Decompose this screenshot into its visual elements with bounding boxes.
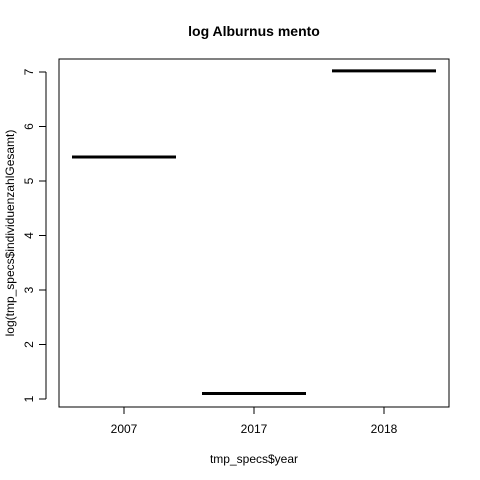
plot-frame: [58, 58, 450, 408]
x-tick-label: 2017: [241, 422, 268, 436]
y-tick-label: 7: [22, 68, 36, 75]
y-tick-label: 4: [22, 232, 36, 239]
x-tick-label: 2018: [371, 422, 398, 436]
x-axis: 2007 2017 2018: [111, 406, 398, 436]
x-tick-label: 2007: [111, 422, 138, 436]
y-tick-label: 3: [22, 286, 36, 293]
chart-title: log Alburnus mento: [188, 23, 320, 39]
y-axis: 1 2 3 4 5 6 7: [22, 68, 47, 402]
y-axis-label: log(tmp_specs$individuenzahlGesamt): [3, 130, 17, 337]
y-tick-label: 1: [22, 395, 36, 402]
y-tick-label: 2: [22, 341, 36, 348]
x-axis-label: tmp_specs$year: [210, 452, 298, 466]
y-tick-label: 6: [22, 123, 36, 130]
data-marks: [72, 69, 436, 396]
y-tick-label: 5: [22, 177, 36, 184]
